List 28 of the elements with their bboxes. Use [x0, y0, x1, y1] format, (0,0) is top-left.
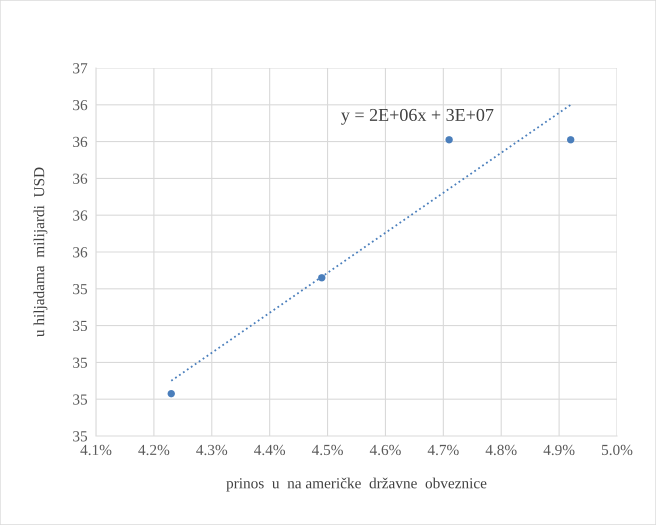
- x-tick-label: 5.0%: [602, 444, 632, 456]
- point: [567, 136, 574, 144]
- y-tick-label: 35: [73, 358, 88, 368]
- y-tick-label: 35: [73, 320, 88, 332]
- x-axis-title: prinos u na američke državne obveznice: [226, 478, 486, 492]
- point: [318, 274, 326, 282]
- y-tick-label: 35: [73, 431, 88, 442]
- x-tick-label: 4.2%: [138, 444, 170, 456]
- x-tick-label: 4.3%: [196, 444, 228, 456]
- y-tick-label: 36: [73, 136, 88, 148]
- x-tick-label: 4.7%: [428, 444, 459, 456]
- y-tick-label: 35: [73, 394, 88, 405]
- x-tick-label: 4.9%: [544, 444, 574, 456]
- annotation: y = 2E+06x + 3E+07: [341, 108, 494, 125]
- y-tick-label: 36: [73, 100, 88, 110]
- x-tick-label: 4.8%: [486, 444, 517, 456]
- x-tick-label: 4.4%: [254, 444, 286, 456]
- x-tick-label: 4.6%: [370, 444, 401, 456]
- y-tick-label: 37: [73, 63, 88, 74]
- y-tick-label: 36: [73, 210, 88, 221]
- point: [445, 136, 453, 144]
- y-tick-label: 36: [73, 174, 88, 184]
- y-tick-label: 36: [73, 247, 88, 258]
- y-axis-title: u hiljadama milijardi USD: [34, 168, 48, 337]
- x-tick-label: 4.1%: [80, 444, 112, 456]
- y-tick-label: 35: [73, 284, 88, 294]
- point: [168, 390, 175, 398]
- x-tick-label: 4.5%: [312, 444, 343, 456]
